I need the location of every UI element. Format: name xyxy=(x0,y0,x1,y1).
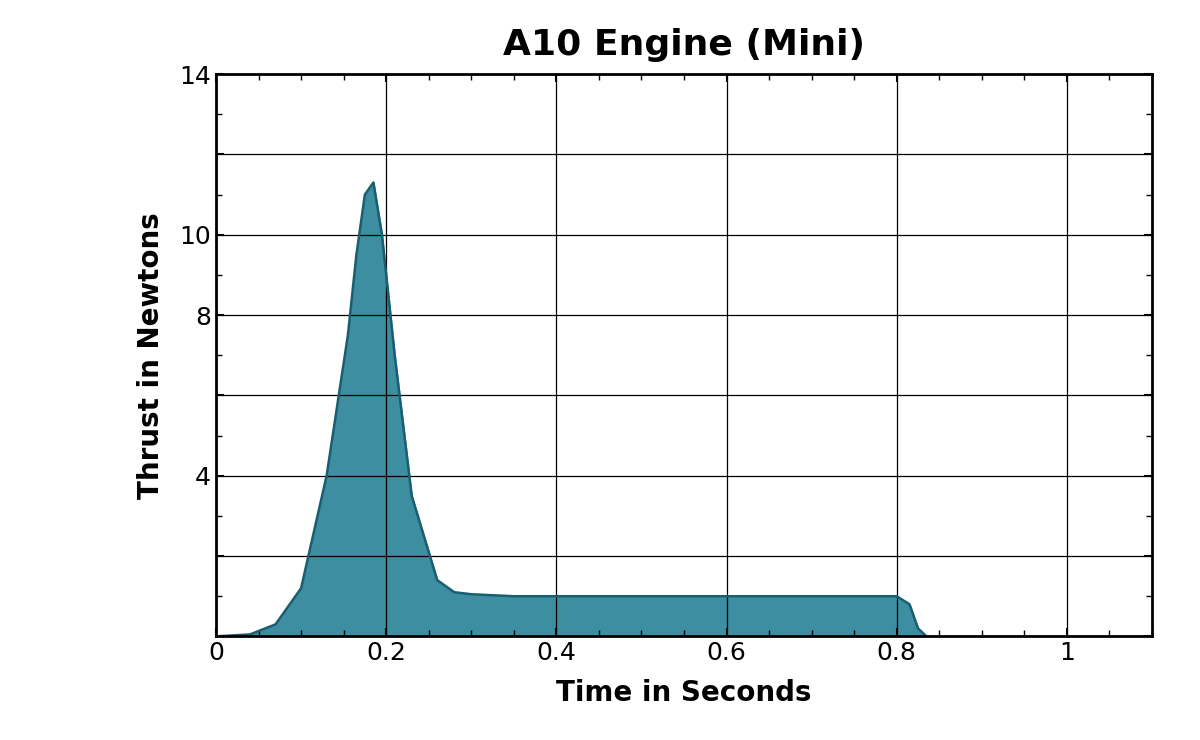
Title: A10 Engine (Mini): A10 Engine (Mini) xyxy=(503,27,865,61)
X-axis label: Time in Seconds: Time in Seconds xyxy=(557,679,811,707)
Y-axis label: Thrust in Newtons: Thrust in Newtons xyxy=(137,212,166,499)
